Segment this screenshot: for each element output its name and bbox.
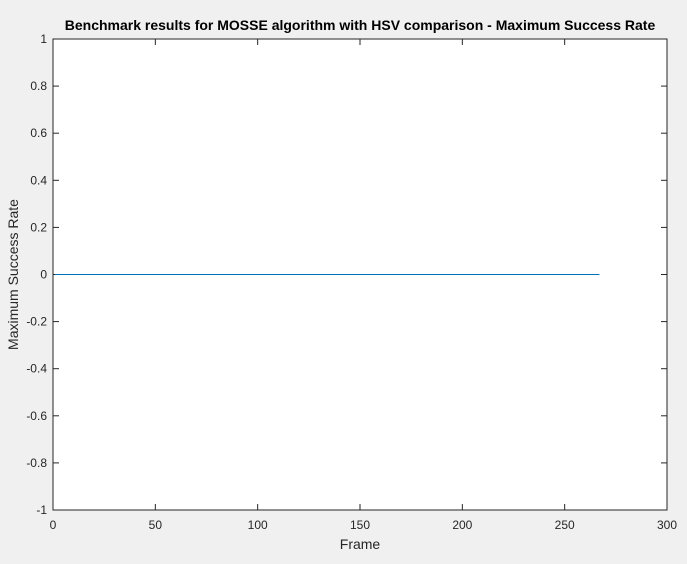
y-tick-label: 0.4: [30, 173, 47, 187]
y-tick-label: 0.6: [30, 126, 47, 140]
y-tick-label: -0.8: [26, 456, 47, 470]
x-tick-label: 300: [657, 518, 677, 532]
tick-labels: 0 50 100 150 200 250 300 -1 -0.8 -0.6 -0.4 -0.2 0 0.2…: [26, 32, 677, 532]
y-tick-label: 1: [40, 32, 47, 46]
x-tick-label: 0: [50, 518, 57, 532]
y-tick-label: -0.6: [26, 409, 47, 423]
y-tick-label: -0.2: [26, 315, 47, 329]
x-tick-label: 200: [452, 518, 472, 532]
x-axis-label: Frame: [340, 536, 381, 552]
axes-box: [52, 38, 668, 511]
y-axis-label: Maximum Success Rate: [5, 199, 21, 350]
x-tick-label: 100: [248, 518, 268, 532]
y-tick-label: -0.4: [26, 362, 47, 376]
y-tick-label: -1: [36, 503, 47, 517]
y-tick-label: 0.8: [30, 79, 47, 93]
y-tick-label: 0: [40, 268, 47, 282]
chart-title: Benchmark results for MOSSE algorithm wi…: [65, 17, 656, 33]
x-tick-label: 150: [350, 518, 370, 532]
x-tick-label: 250: [555, 518, 575, 532]
y-tick-label: 0.2: [30, 220, 47, 234]
x-tick-label: 50: [149, 518, 163, 532]
